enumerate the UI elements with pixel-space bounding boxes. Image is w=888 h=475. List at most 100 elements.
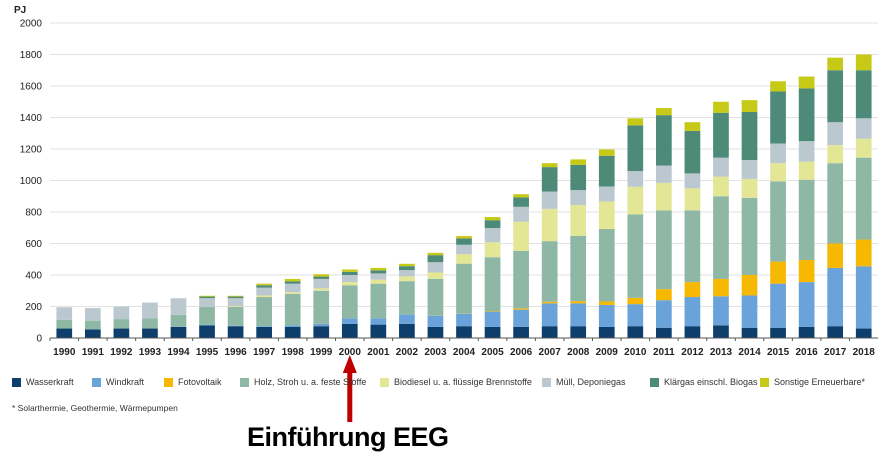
bar-segment [541,163,558,168]
bar-segment [256,285,272,288]
bar-segment [741,295,758,328]
legend-item: Holz, Stroh u. a. feste Stoffe [240,375,366,389]
bar-segment [313,278,330,289]
x-tick-label: 1992 [110,347,133,358]
x-tick-label: 2003 [424,347,447,358]
bar-segment [598,149,615,156]
bar-segment [84,308,101,321]
legend-swatch [650,377,659,387]
bar-segment [770,163,786,182]
y-tick-label: 1600 [20,82,43,93]
arrow-shaft [347,372,353,422]
x-tick-label: 1997 [253,347,276,358]
x-tick-label: 1996 [224,347,247,358]
y-tick-label: 2000 [20,19,43,30]
bar-segment [684,297,701,327]
bar-segment [142,302,158,319]
bar-segment [770,327,786,338]
legend-label: Sonstige Erneuerbare* [774,377,866,387]
legend-item: Wasserkraft [12,375,74,389]
bar-segment [456,313,472,327]
bar-segment [170,298,187,315]
bar-segment [484,220,501,229]
axes: 0 200 400 600 800 1000 1200 1400 1600 1800 2000 PJ 1… [14,5,878,358]
bar-segment [827,70,844,123]
bar-segment [741,111,758,161]
bar-segment [570,301,587,304]
bar-segment [855,328,872,338]
bar-segment [713,112,729,158]
bar-segment [284,283,301,293]
x-tick-label: 2011 [653,347,675,358]
legend-item: Windkraft [92,375,144,389]
bar-segment [341,271,358,275]
bar-segment [713,325,729,338]
bar-segment [855,54,872,71]
bar-segment [598,301,615,305]
bar-segment [855,118,872,139]
bar-segment [656,182,672,211]
x-tick-label: 2008 [567,347,590,358]
x-tick-label: 2005 [481,347,504,358]
bars [56,54,872,338]
bar-segment [627,326,644,338]
bar-segment [427,262,444,273]
bar-segment [770,143,786,164]
legend-swatch [240,377,249,387]
bar-segment [399,281,415,315]
y-tick-label: 1200 [20,145,43,156]
x-tick-label: 2000 [339,347,362,358]
bar-segment [541,208,558,242]
bar-segment [656,115,672,166]
bar-segment [484,228,501,243]
bar-segment [256,287,272,296]
y-tick-label: 200 [25,302,42,313]
bar-segment [827,163,844,244]
y-axis-label: PJ [14,5,26,16]
legend: Wasserkraft Windkraft Fotovoltaik Holz, Str… [12,375,882,393]
bar-segment [598,186,615,202]
bar-segment [313,290,330,324]
bar-segment [370,273,387,280]
x-tick-label: 1993 [139,347,162,358]
bar-segment [684,188,701,211]
x-tick-label: 1991 [82,347,105,358]
bar-segment [570,326,587,338]
bar-segment [199,298,215,307]
bar-segment [855,239,872,267]
bar-segment [370,270,387,274]
bar-segment [541,326,558,338]
legend-label: Klärgas einschl. Biogas [664,377,758,387]
legend-swatch [760,377,769,387]
bar-segment [827,57,844,71]
bar-segment [770,283,786,328]
legend-label: Holz, Stroh u. a. feste Stoffe [254,377,367,387]
bar-segment [827,267,844,327]
x-tick-label: 2010 [624,347,647,358]
legend-swatch [542,377,551,387]
bar-segment [798,161,815,180]
bar-segment [713,196,729,279]
bar-segment [484,242,501,258]
gridlines [50,22,878,307]
bar-segment [256,326,272,338]
bar-segment [713,296,729,326]
bar-segment [855,157,872,240]
bar-segment [284,293,301,326]
legend-swatch [164,377,173,387]
x-tick-label: 1999 [310,347,333,358]
legend-label: Fotovoltaik [178,377,222,387]
bar-segment [142,328,158,338]
bar-segment [427,315,444,327]
bar-segment [627,297,644,305]
bar-segment [570,190,587,206]
bar-segment [341,282,358,286]
x-tick-label: 1994 [167,347,190,358]
bar-segment [284,278,301,282]
bar-segment [598,326,615,338]
x-tick-label: 2012 [681,347,704,358]
bar-segment [484,217,501,221]
bar-segment [656,108,672,116]
bar-segment [284,326,301,338]
bar-segment [656,165,672,183]
